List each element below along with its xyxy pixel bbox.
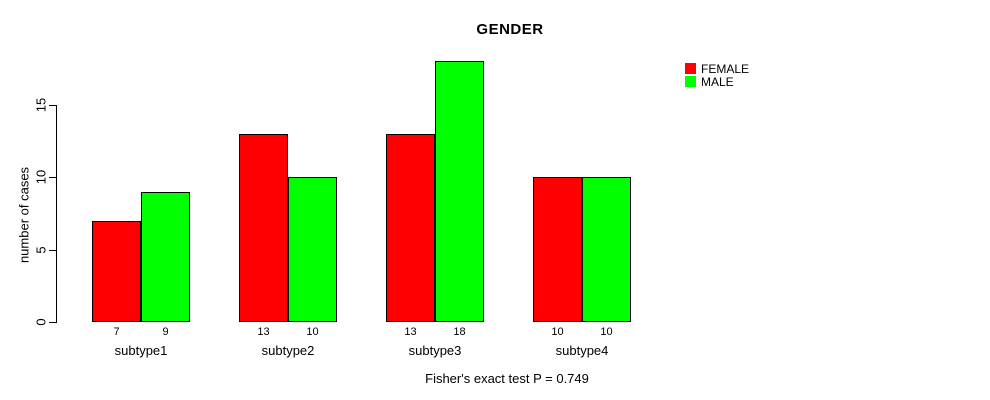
bar-value-label: 10 [600,326,613,338]
bar-value-label: 13 [404,326,417,338]
y-axis-tick-label: 15 [33,97,49,112]
legend-label-female: FEMALE [701,62,750,76]
y-axis-tick-label: 10 [33,169,49,185]
y-axis-tick [49,104,56,106]
bar-value-label: 10 [551,326,564,338]
bar-value-label: 10 [306,326,319,338]
y-axis-tick-label: 5 [33,245,49,254]
x-category-label: subtype4 [555,343,609,358]
bar-male-subtype2 [288,177,337,322]
y-axis-tick [49,249,56,251]
bar-female-subtype4 [533,177,582,322]
bar-female-subtype1 [92,220,141,322]
y-axis-tick [49,177,56,178]
stat-annotation: Fisher's exact test P = 0.749 [425,371,589,386]
bar-value-label: 7 [113,326,120,338]
y-axis-tick [49,322,56,323]
bar-female-subtype2 [239,133,288,322]
bar-male-subtype3 [435,61,484,322]
x-category-label: subtype1 [114,343,168,358]
legend-swatch-male [685,75,696,87]
chart-title: GENDER [476,21,544,38]
bar-female-subtype3 [386,133,435,322]
x-category-label: subtype2 [261,343,315,358]
legend-swatch-female [685,63,696,74]
y-axis-tick-label: 0 [33,318,49,326]
bar-value-label: 9 [162,326,169,338]
bar-value-label: 13 [257,326,270,338]
x-category-label: subtype3 [408,343,462,358]
y-axis-line [56,104,57,323]
bar-value-label: 18 [453,326,466,338]
legend-label-male: MALE [701,74,734,89]
bar-male-subtype4 [582,177,631,322]
bar-male-subtype1 [141,191,190,322]
